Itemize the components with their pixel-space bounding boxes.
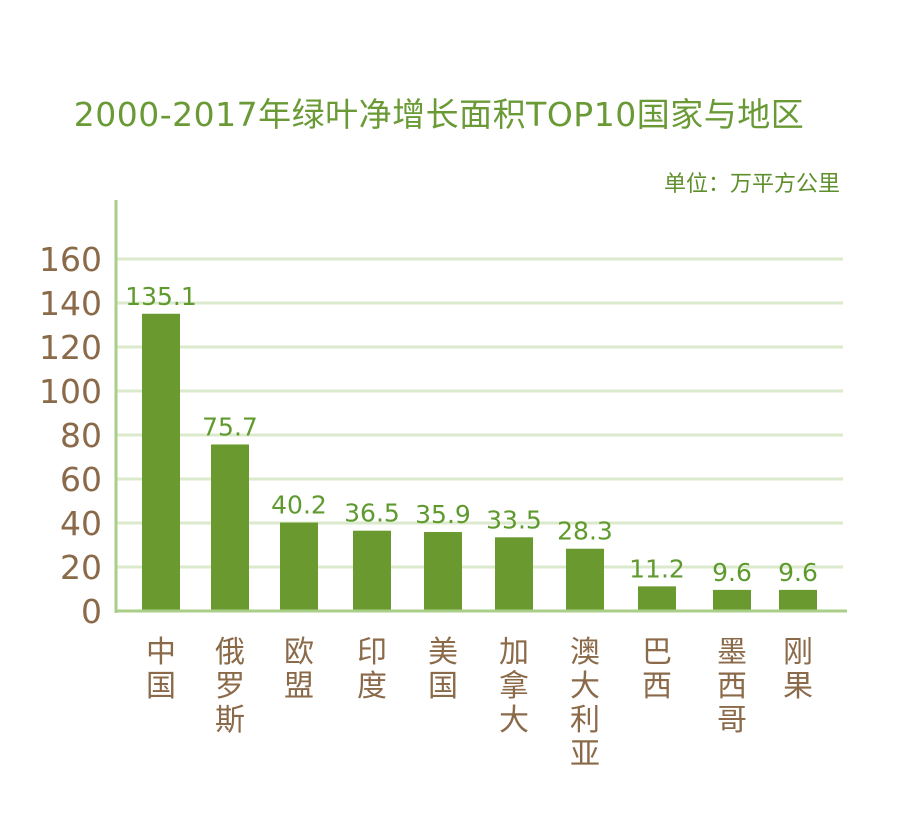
bar-value-label: 40.2 [271, 491, 327, 520]
x-category-label: 美国 [428, 635, 458, 704]
x-category-label: 澳大利亚 [570, 635, 600, 772]
y-tick-label: 80 [60, 416, 102, 455]
x-category-label: 巴西 [642, 635, 672, 704]
bar [495, 537, 533, 611]
y-tick-label: 120 [39, 328, 102, 367]
bar [638, 586, 676, 611]
bar [713, 589, 751, 611]
bar [142, 313, 180, 611]
bar [566, 548, 604, 611]
chart-unit-label: 单位：万平方公里 [663, 172, 840, 197]
x-category-label: 墨西哥 [717, 635, 747, 738]
x-category-label: 刚果 [783, 635, 813, 704]
y-tick-label: 60 [60, 460, 102, 499]
y-tick-label: 40 [60, 504, 102, 543]
bar-value-label: 36.5 [344, 499, 400, 528]
bar [353, 530, 391, 611]
bar-value-label: 75.7 [202, 412, 258, 441]
x-category-label: 加拿大 [499, 635, 529, 738]
bar [211, 444, 249, 611]
y-tick-label: 140 [39, 284, 102, 323]
chart-title: 2000-2017年绿叶净增长面积TOP10国家与地区 [73, 95, 805, 134]
bar-value-label: 11.2 [629, 554, 685, 583]
y-tick-label: 160 [39, 240, 102, 279]
x-category-label: 中国 [146, 635, 176, 704]
bar-value-label: 33.5 [486, 505, 542, 534]
y-tick-label: 100 [39, 372, 102, 411]
bar-value-label: 135.1 [125, 282, 197, 311]
x-category-label: 俄罗斯 [215, 635, 245, 738]
x-category-label: 印度 [357, 635, 387, 704]
bar [280, 522, 318, 611]
bar-value-label: 9.6 [712, 558, 752, 587]
x-category-label: 欧盟 [284, 635, 314, 704]
bar-value-label: 28.3 [557, 517, 613, 546]
bar-value-label: 9.6 [778, 558, 818, 587]
bar-value-label: 35.9 [415, 500, 471, 529]
bar [424, 532, 462, 611]
y-tick-label: 20 [60, 548, 102, 587]
y-tick-label: 0 [81, 592, 102, 631]
bar [779, 589, 817, 611]
